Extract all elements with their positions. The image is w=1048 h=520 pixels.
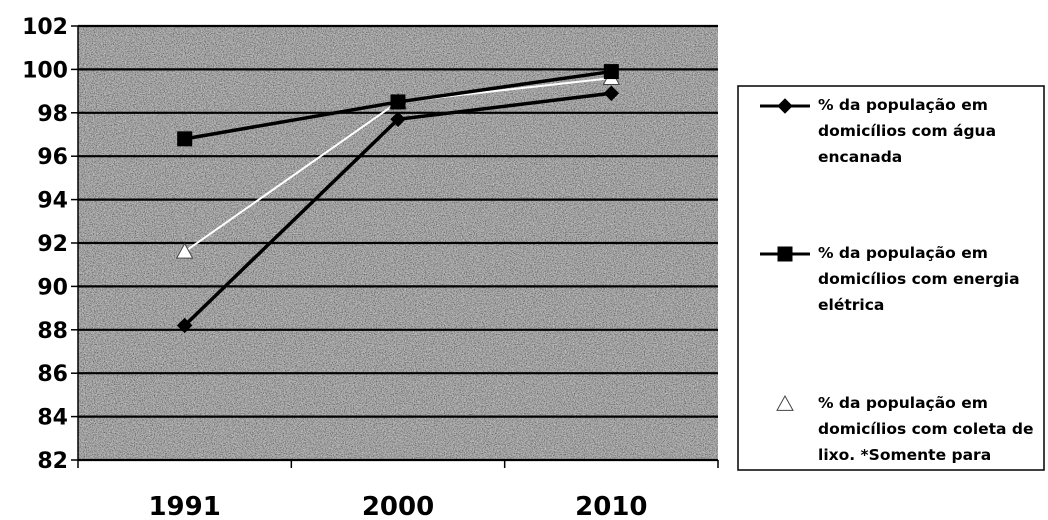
y-axis: 82 84 86 88 90 92 94 96 98 100 102 <box>22 15 79 474</box>
y-tick-label: 98 <box>37 102 68 127</box>
data-point-square-2010 <box>603 64 619 80</box>
legend: % da população em domicílios com água enca… <box>737 85 1045 471</box>
x-tick-label-1991: 1991 <box>148 492 220 520</box>
legend-label-line: domicílios com energia <box>818 270 1020 288</box>
legend-items: % da população em domicílios com água enca… <box>760 96 1034 464</box>
data-point-triangle-1991 <box>175 242 194 259</box>
data-point-diamond-1991 <box>176 317 193 334</box>
legend-marker-triangle <box>776 394 794 411</box>
y-tick-label: 96 <box>37 145 68 170</box>
legend-marker-diamond <box>777 98 793 114</box>
y-tick-label: 88 <box>37 319 68 344</box>
data-point-square-2000 <box>390 94 406 110</box>
y-tick-label: 92 <box>37 232 68 257</box>
y-tick-label: 82 <box>37 449 68 474</box>
series-layer <box>175 64 621 334</box>
y-tick-label: 94 <box>37 189 68 214</box>
x-tick-label-2000: 2000 <box>362 492 434 520</box>
legend-label-line: % da população em <box>818 394 988 412</box>
data-point-diamond-2000 <box>390 111 406 128</box>
x-tick-label-2010: 2010 <box>575 492 647 520</box>
legend-label-line: domicílios com água <box>818 122 996 140</box>
legend-label-line: % da população em <box>818 96 988 114</box>
legend-marker-square <box>777 246 793 262</box>
legend-label-line: domicílios com coleta de <box>818 420 1034 438</box>
series-diamond <box>176 85 620 334</box>
x-axis: 1991 2000 2010 <box>77 459 719 520</box>
legend-label-line: lixo. *Somente para <box>818 446 991 464</box>
legend-item-diamond: % da população em domicílios com água enca… <box>760 96 996 166</box>
y-tick-label: 100 <box>22 58 68 83</box>
y-tick-label: 84 <box>37 406 68 431</box>
data-point-square-1991 <box>177 131 193 147</box>
data-point-diamond-2010 <box>603 85 620 101</box>
legend-item-triangle: % da população em domicílios com coleta d… <box>760 394 1034 464</box>
y-tick-label: 86 <box>37 362 68 387</box>
series-square <box>177 64 619 147</box>
legend-label-line: encanada <box>818 148 902 166</box>
legend-item-square: % da população em domicílios com energia e… <box>760 244 1020 314</box>
legend-label-line: % da população em <box>818 244 988 262</box>
y-tick-label: 90 <box>37 275 68 300</box>
y-tick-label: 102 <box>22 15 68 40</box>
legend-label-line: elétrica <box>818 296 884 314</box>
